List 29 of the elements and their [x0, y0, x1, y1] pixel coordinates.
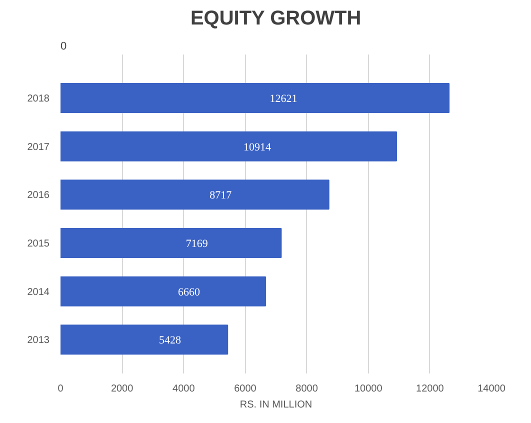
x-tick-label: 8000 — [296, 384, 318, 394]
x-tick-label: 14000 — [478, 384, 506, 394]
y-tick-label: 2016 — [27, 190, 50, 202]
y-tick-label: 2015 — [27, 238, 50, 250]
y-tick-label: 2014 — [27, 286, 50, 298]
x-tick-label: 12000 — [416, 384, 444, 394]
x-tick-label: 0 — [58, 384, 64, 394]
x-tick-label: 10000 — [354, 384, 383, 394]
data-label: 12621 — [270, 93, 298, 105]
data-label: 5428 — [159, 334, 182, 347]
data-label: 8717 — [210, 190, 232, 202]
y-tick-label: 2013 — [27, 335, 50, 346]
x-tick-label: 4000 — [172, 384, 196, 394]
bar — [60, 276, 266, 306]
bar — [60, 180, 330, 210]
y-tick-label: 2018 — [27, 94, 50, 104]
y-tick-label: 2017 — [27, 142, 50, 153]
bar — [60, 228, 282, 258]
x-tick-label: 2000 — [110, 384, 134, 394]
bar — [60, 324, 228, 355]
x-axis-title: RS. IN MILLION — [240, 400, 312, 410]
bar — [60, 131, 397, 162]
bar — [60, 83, 450, 113]
data-label: 10914 — [244, 141, 272, 154]
data-label: 7169 — [186, 238, 208, 250]
data-label: 6660 — [178, 286, 201, 298]
x-tick-label: 6000 — [234, 384, 257, 394]
text: 0 — [60, 40, 67, 52]
chart-title: EQUITY GROWTH — [190, 8, 362, 30]
